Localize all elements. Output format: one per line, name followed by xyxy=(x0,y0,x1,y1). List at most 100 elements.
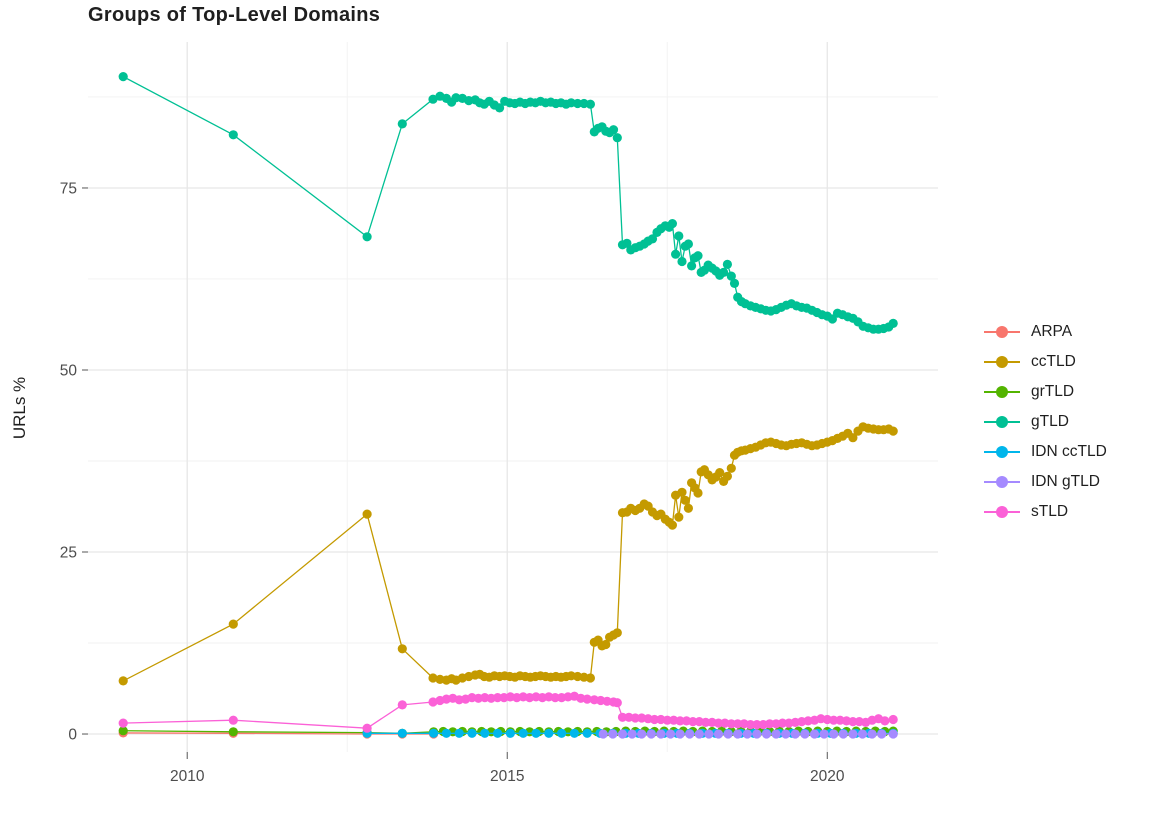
data-point xyxy=(617,712,628,722)
data-point xyxy=(777,718,788,728)
data-point xyxy=(809,729,820,739)
data-point xyxy=(428,697,438,707)
data-point xyxy=(723,729,733,739)
legend-key-icon xyxy=(984,505,1020,519)
data-point xyxy=(228,130,238,140)
data-point xyxy=(612,698,622,708)
data-point xyxy=(582,694,592,704)
legend-dot-icon xyxy=(996,386,1008,398)
legend-label: gTLD xyxy=(1031,413,1069,430)
legend-dot-icon xyxy=(996,506,1008,518)
data-point xyxy=(627,729,637,739)
legend-item-gtld: gTLD xyxy=(984,407,1107,437)
data-point xyxy=(800,729,810,739)
legend-label: IDN ccTLD xyxy=(1031,443,1107,460)
data-point xyxy=(118,718,128,728)
data-point xyxy=(857,729,868,739)
data-point xyxy=(665,729,676,739)
data-point xyxy=(118,72,128,82)
data-point xyxy=(573,98,583,109)
data-point xyxy=(685,729,695,739)
data-point xyxy=(888,318,898,328)
data-point xyxy=(649,714,660,725)
legend-item-idn-cctld: IDN ccTLD xyxy=(984,437,1107,467)
data-point xyxy=(677,256,687,267)
legend-item-grtld: grTLD xyxy=(984,377,1107,407)
data-point xyxy=(397,644,407,654)
data-point xyxy=(829,715,839,725)
data-point xyxy=(790,729,800,739)
legend-key-icon xyxy=(984,355,1020,369)
data-point xyxy=(675,729,685,739)
data-point xyxy=(662,715,672,725)
data-point xyxy=(680,495,690,505)
data-point xyxy=(362,723,372,733)
data-point xyxy=(467,728,477,738)
legend-label: ARPA xyxy=(1031,323,1073,340)
data-point xyxy=(848,729,858,739)
x-tick-label: 2020 xyxy=(810,768,845,785)
data-point xyxy=(877,729,887,739)
data-point xyxy=(544,728,554,738)
data-point xyxy=(880,716,890,726)
data-point xyxy=(505,728,515,738)
data-point xyxy=(687,261,697,271)
legend-label: sTLD xyxy=(1031,503,1069,520)
data-point xyxy=(228,727,238,737)
x-tick-label: 2010 xyxy=(170,768,205,785)
data-point xyxy=(630,713,640,723)
data-point xyxy=(362,509,372,519)
legend-key-icon xyxy=(984,415,1020,429)
data-point xyxy=(397,119,407,129)
data-point xyxy=(582,728,592,738)
legend-item-cctld: ccTLD xyxy=(984,347,1107,377)
data-point xyxy=(637,729,647,739)
data-point xyxy=(608,125,619,135)
data-point xyxy=(888,426,898,436)
data-point xyxy=(598,729,608,739)
data-point xyxy=(429,728,439,738)
legend: ARPA ccTLD grTLD gTLD IDN ccTLD IDN gTLD sTLD xyxy=(984,317,1107,527)
data-point xyxy=(752,729,762,739)
data-point xyxy=(722,259,733,269)
data-point xyxy=(428,673,438,683)
data-point xyxy=(617,729,628,739)
data-point xyxy=(683,503,694,513)
data-point xyxy=(848,433,858,443)
data-point xyxy=(480,728,490,738)
legend-dot-icon xyxy=(996,326,1008,338)
data-point xyxy=(693,251,703,261)
legend-label: ccTLD xyxy=(1031,353,1076,370)
data-point xyxy=(608,729,618,739)
data-point xyxy=(677,487,687,497)
data-point xyxy=(694,729,704,739)
data-point xyxy=(118,726,128,736)
legend-item-arpa: ARPA xyxy=(984,317,1107,347)
data-point xyxy=(829,729,839,739)
data-point xyxy=(228,715,238,725)
data-point xyxy=(441,728,451,738)
data-point xyxy=(867,729,877,739)
data-point xyxy=(667,520,678,530)
data-point xyxy=(719,267,729,277)
data-point xyxy=(715,468,725,478)
data-point xyxy=(693,488,703,498)
data-point xyxy=(733,729,743,739)
data-point xyxy=(819,729,829,739)
data-point xyxy=(667,219,678,229)
data-point xyxy=(683,239,694,249)
data-point xyxy=(765,719,775,729)
data-point xyxy=(362,232,372,242)
chart-title: Groups of Top-Level Domains xyxy=(88,4,381,26)
x-tick-label: 2015 xyxy=(490,768,524,785)
data-point xyxy=(674,231,684,241)
data-point xyxy=(397,728,407,738)
legend-key-icon xyxy=(984,475,1020,489)
data-point xyxy=(726,271,736,281)
data-point xyxy=(397,700,407,710)
legend-label: grTLD xyxy=(1031,383,1075,400)
legend-key-icon xyxy=(984,325,1020,339)
data-point xyxy=(742,729,752,739)
data-point xyxy=(118,676,128,686)
data-point xyxy=(888,729,898,739)
